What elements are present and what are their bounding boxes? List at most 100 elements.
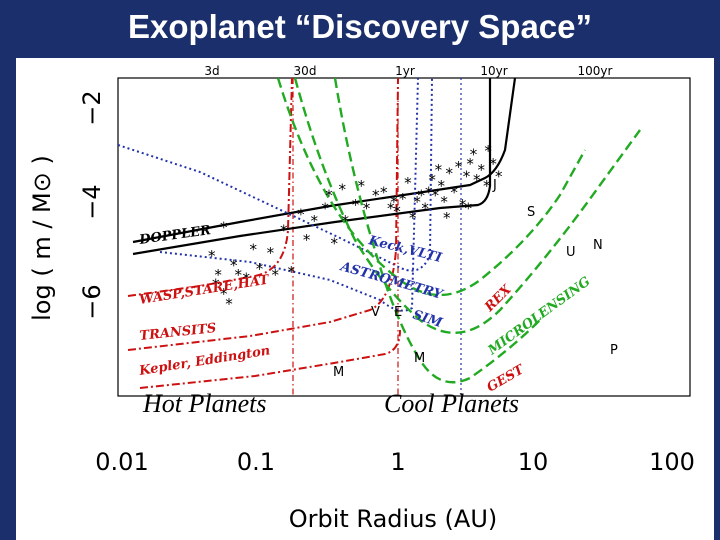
data-point: * (478, 161, 486, 179)
data-point: * (363, 199, 371, 217)
planet-data-points: ******* ****************** ***************… (208, 142, 503, 313)
x-tick-label: 0.01 (95, 448, 148, 476)
data-point: * (220, 285, 228, 303)
data-point: * (372, 187, 380, 205)
data-point: * (352, 196, 360, 214)
data-point: * (489, 155, 497, 173)
data-point: * (455, 158, 463, 176)
data-point: * (399, 190, 407, 208)
label-kepler-eddington: Kepler, Eddington (137, 343, 271, 379)
label-wasp-stare-hat: WASP,STARE,HAT (138, 272, 271, 307)
microlensing-curve-gest (333, 78, 541, 384)
data-point: * (214, 266, 222, 284)
data-point: * (438, 177, 446, 195)
label-sim: SIM (411, 308, 445, 332)
doppler-curve-current (132, 78, 492, 256)
transits-curve-eddington (139, 329, 401, 389)
data-point: * (425, 184, 433, 202)
solar-system-planets: J S U N V E M M P (333, 178, 618, 380)
planet-marker-saturn: S (527, 205, 535, 220)
data-point: * (484, 142, 492, 160)
data-point: * (432, 187, 440, 205)
period-tick-100yr: 100yr (578, 64, 613, 78)
y-tick-label: −2 (78, 90, 106, 125)
data-point: * (421, 199, 429, 217)
title-bar: Exoplanet “Discovery Space” (0, 0, 720, 58)
y-axis: log ( m / M⊙ ) −2 −4 −6 (28, 90, 106, 321)
planet-marker-uranus: U (566, 245, 576, 260)
data-point: * (331, 234, 339, 252)
data-point: * (380, 184, 388, 202)
data-point: * (443, 209, 451, 227)
data-point: * (267, 244, 275, 262)
data-point: * (450, 184, 458, 202)
data-point: * (242, 269, 250, 287)
microlensing-curve-rex (276, 78, 587, 297)
data-point: * (341, 212, 349, 230)
data-point: * (435, 161, 443, 179)
label-doppler: DOPPLER (137, 223, 212, 248)
planet-marker-pluto: P (610, 343, 618, 358)
data-point: * (325, 187, 333, 205)
data-point: * (358, 177, 366, 195)
data-point: * (473, 171, 481, 189)
data-point: * (208, 247, 216, 265)
doppler-curve-future (132, 78, 517, 244)
data-point: * (303, 231, 311, 249)
y-tick-label: −4 (78, 184, 106, 219)
period-tick-10yr: 10yr (480, 64, 507, 78)
data-point: * (390, 193, 398, 211)
data-point: * (225, 295, 233, 313)
left-frame (0, 58, 16, 540)
planet-marker-neptune: N (593, 238, 603, 253)
right-frame (714, 58, 720, 540)
microlensing-curve-ground (293, 78, 641, 334)
data-point: * (220, 219, 228, 237)
data-point: * (409, 209, 417, 227)
data-point: * (280, 222, 288, 240)
data-point: * (483, 177, 491, 195)
period-tick-3d: 3d (204, 64, 219, 78)
chart-title: Exoplanet “Discovery Space” (127, 8, 593, 45)
data-point: * (417, 187, 425, 205)
planet-marker-earth: E (394, 305, 402, 320)
data-point: * (463, 168, 471, 186)
data-point: * (387, 199, 395, 217)
x-tick-label: 0.1 (237, 448, 275, 476)
data-point: * (495, 168, 503, 186)
y-tick-label: −6 (78, 284, 106, 319)
label-transits: TRANSITS (139, 321, 217, 344)
period-tick-30d: 30d (294, 64, 317, 78)
data-point: * (234, 266, 242, 284)
label-cool-planets: Cool Planets (384, 389, 519, 418)
planet-marker-mercury: M (333, 365, 344, 380)
planet-marker-venus: V (371, 305, 380, 320)
data-point: * (470, 145, 478, 163)
x-tick-label: 100 (649, 448, 695, 476)
planet-marker-jupiter: J (492, 178, 497, 193)
data-point: * (413, 193, 421, 211)
data-point: * (249, 241, 257, 259)
x-tick-label: 10 (518, 448, 549, 476)
x-axis-label: Orbit Radius (AU) (289, 505, 498, 533)
data-point: * (321, 199, 329, 217)
data-point: * (297, 206, 305, 224)
data-point: * (446, 164, 454, 182)
data-point: * (230, 257, 238, 275)
data-point: * (287, 263, 295, 281)
data-point: * (459, 196, 467, 214)
label-hot-planets: Hot Planets (142, 389, 267, 418)
data-point: * (256, 260, 264, 278)
data-point: * (440, 193, 448, 211)
transits-curve-kepler (127, 78, 399, 351)
data-point: * (393, 203, 401, 221)
astrometry-curve-sim (159, 78, 419, 312)
data-point: * (428, 171, 436, 189)
plot-frame (117, 77, 691, 397)
data-point: * (212, 276, 220, 294)
x-axis: 0.01 0.1 1 10 100 Orbit Radius (AU) (95, 448, 695, 533)
x-tick-label: 1 (390, 448, 405, 476)
data-point: * (465, 199, 473, 217)
transits-curve-ground (127, 78, 293, 297)
